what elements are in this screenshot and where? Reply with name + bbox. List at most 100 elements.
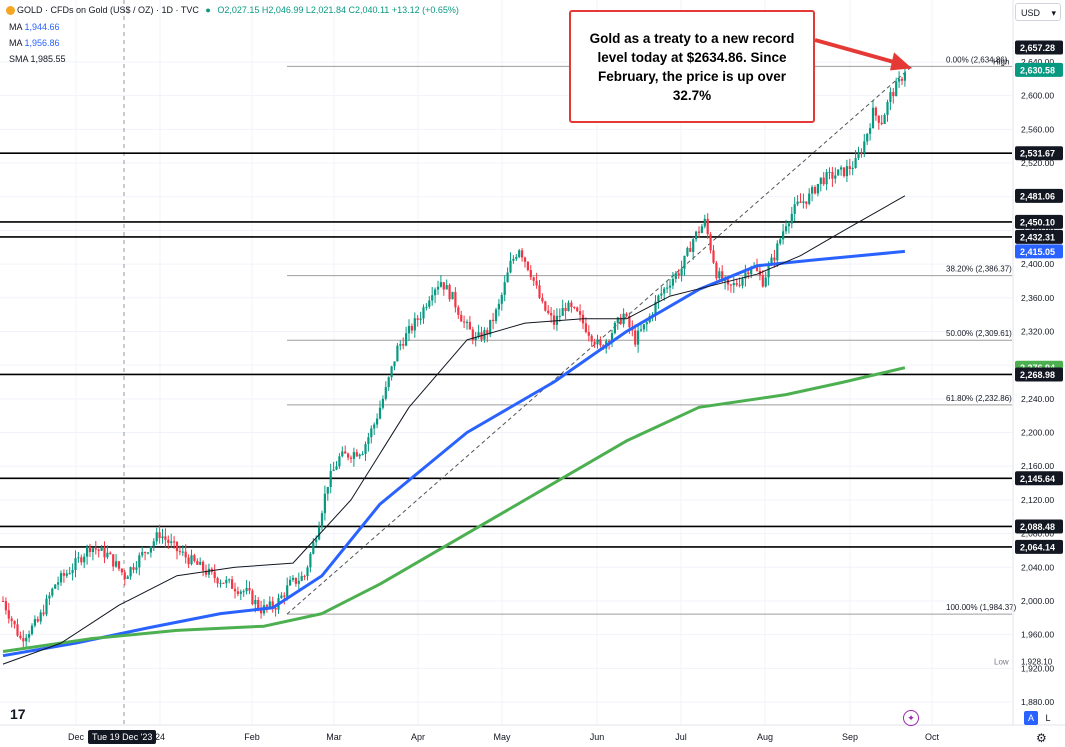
candle-body [599, 339, 602, 346]
candle-body [712, 250, 715, 263]
candle-body [657, 295, 660, 302]
currency-select[interactable]: USD ▾ [1015, 3, 1061, 21]
candle-body [825, 172, 828, 185]
indicator-ma-1[interactable]: MA 1,944.66 [9, 22, 60, 32]
candle-body [378, 407, 382, 419]
candle-body [280, 595, 283, 599]
candle-body [521, 250, 524, 258]
time-axis[interactable]: Dec 24 Feb Mar Apr May Jun Jul Aug Sep Oct [0, 724, 1065, 742]
candle-body [550, 313, 553, 316]
candle-body [74, 558, 77, 570]
candle-body [202, 561, 205, 571]
candle-body [152, 541, 155, 547]
grid [0, 0, 1012, 725]
candle-body [97, 549, 100, 551]
candle-body [573, 307, 576, 309]
candle-body [431, 295, 434, 301]
time-tick-label: Feb [244, 732, 260, 742]
price-label: 2,088.48 [1020, 522, 1055, 532]
gear-icon[interactable]: ⚙ [1036, 731, 1047, 745]
candle-body [373, 424, 376, 429]
price-label: 2,145.64 [1020, 474, 1055, 484]
auto-scale-button[interactable]: A [1024, 711, 1038, 725]
fib-level-label: 0.00% (2,634.86) [946, 55, 1008, 64]
candle-body [341, 451, 344, 457]
candle-body [900, 78, 904, 81]
candle-body [390, 366, 393, 378]
price-tick-label: 2,600.00 [1021, 91, 1054, 101]
candle-body [497, 303, 500, 310]
log-scale-button[interactable]: L [1045, 713, 1051, 723]
candle-body [106, 552, 109, 558]
candle-body [526, 261, 529, 271]
candle-body [306, 567, 309, 577]
candle-body [819, 177, 822, 184]
candle-body [619, 317, 622, 324]
candle-body [30, 625, 34, 635]
candle-body [489, 319, 492, 335]
candle-body [294, 577, 297, 584]
candle-body [439, 282, 442, 287]
candle-body [254, 599, 257, 605]
candle-body [796, 201, 799, 205]
candle-body [65, 573, 68, 576]
candle-body [848, 166, 851, 170]
candle-body [645, 322, 648, 325]
candle-body [613, 322, 616, 334]
candle-body [291, 577, 295, 580]
candle-body [596, 339, 599, 345]
candle-body [91, 548, 94, 553]
candle-body [312, 542, 315, 554]
candle-body [764, 277, 767, 287]
candle-body [802, 201, 805, 203]
tradingview-logo[interactable]: 17 [10, 706, 26, 722]
price-label-box [1015, 367, 1063, 382]
candle-body [181, 551, 184, 553]
candle-body [158, 532, 161, 539]
candle-body [442, 282, 445, 290]
candle-body [318, 526, 321, 540]
candle-body [123, 572, 126, 579]
candle-body [115, 561, 118, 567]
candle-body [460, 314, 463, 322]
candle-body [323, 493, 326, 514]
price-axis[interactable]: 1,880.00 1,920.00 1,960.00 2,000.00 2,040.00… [1012, 0, 1063, 725]
candle-body [344, 451, 347, 454]
candle-body [410, 325, 413, 331]
candle-body [231, 579, 234, 589]
candle-body [448, 285, 451, 300]
candle-body [355, 452, 358, 457]
candle-body [132, 567, 135, 570]
indicator-sma[interactable]: SMA 1,985.55 [9, 54, 66, 64]
candle-body [515, 257, 518, 259]
candle-body [48, 595, 51, 599]
candle-body [518, 250, 521, 258]
symbol-title: GOLD · CFDs on Gold (US$ / OZ) · 1D · TV… [17, 5, 199, 15]
time-tick-label: Mar [326, 732, 342, 742]
candle-body [492, 319, 495, 322]
candle-body [471, 329, 474, 341]
candle-body [62, 573, 65, 576]
candle-body [187, 557, 190, 565]
candle-body [286, 585, 289, 597]
candle-body [674, 273, 677, 279]
candle-body [100, 547, 103, 551]
candle-body [895, 81, 898, 97]
market-status-icon: ● [205, 5, 211, 15]
candle-body [364, 444, 367, 454]
price-label: 2,432.31 [1020, 232, 1055, 242]
candle-body [54, 584, 57, 589]
chevron-down-icon: ▾ [1051, 8, 1056, 18]
candle-body [811, 187, 814, 194]
candle-body [42, 612, 45, 615]
candle-body [784, 226, 788, 232]
candle-body [193, 555, 196, 561]
indicator-ma-2[interactable]: MA 1,956.86 [9, 38, 60, 48]
candle-body [77, 557, 80, 559]
magic-icon[interactable]: ✦ [903, 710, 919, 726]
candle-body [831, 171, 834, 179]
candle-body [207, 568, 210, 575]
candle-body [477, 332, 480, 337]
candle-body [869, 128, 872, 134]
